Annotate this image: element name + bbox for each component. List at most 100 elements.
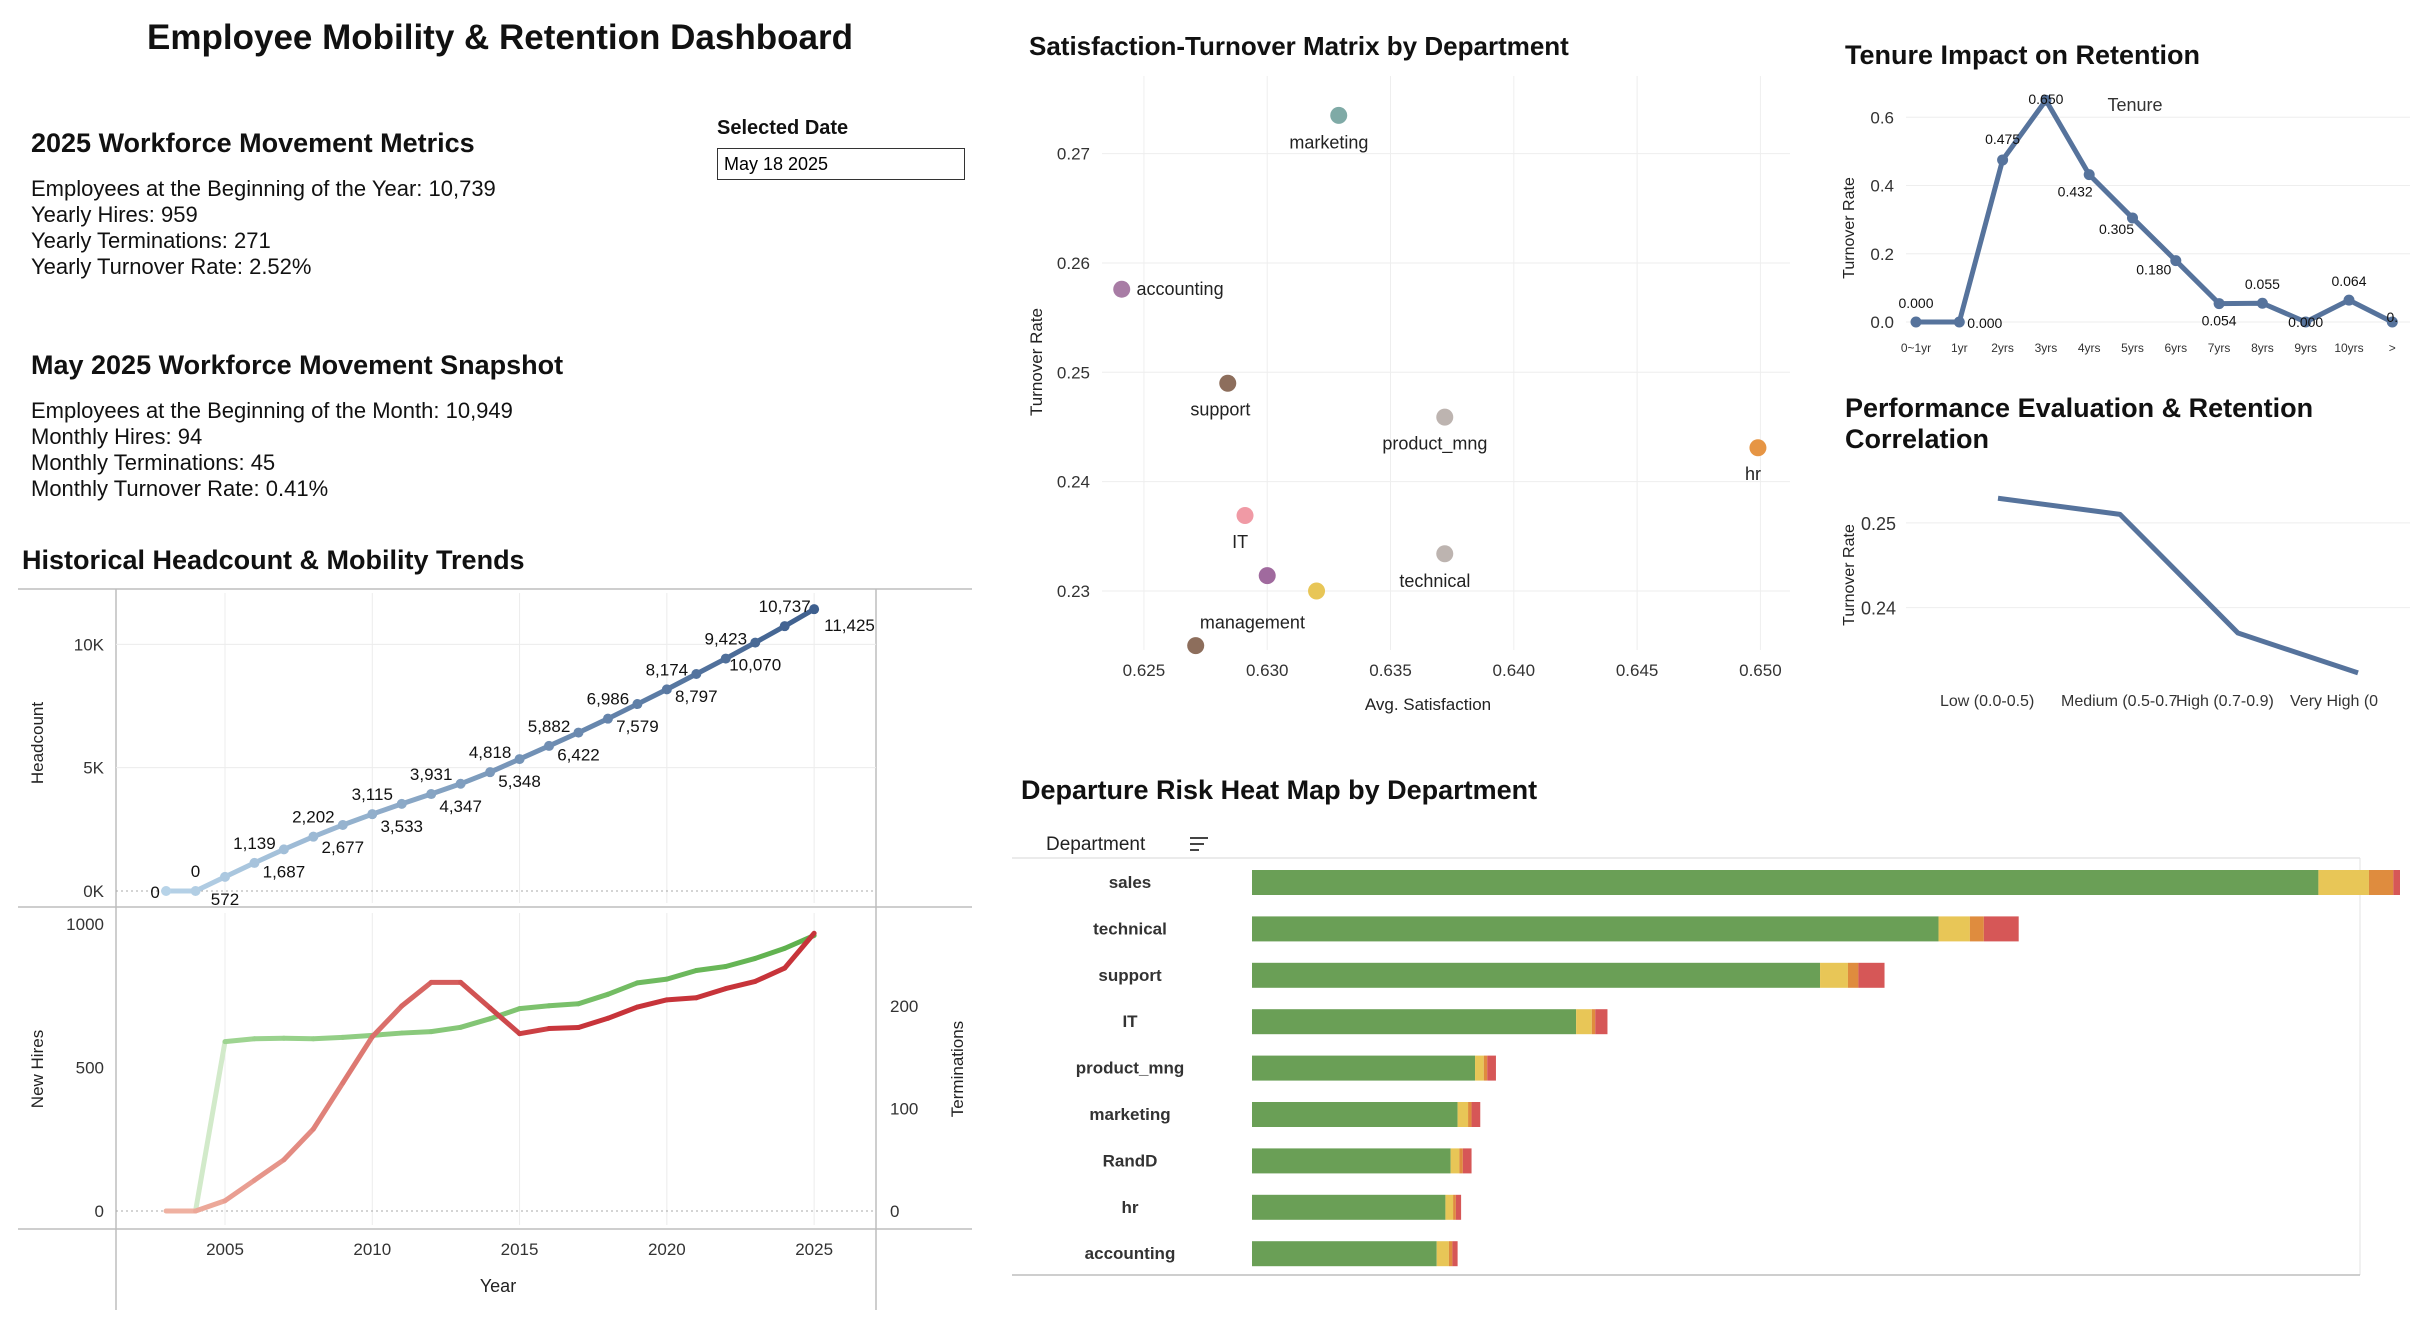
tenure-data-label: 0.000: [2288, 314, 2323, 330]
tenure-point: [2083, 169, 2095, 181]
headcount-point: [691, 669, 702, 680]
headcount-data-label: 1,687: [263, 862, 306, 881]
risk-bar-low: [1252, 1241, 1437, 1267]
headcount-line-segment: [634, 686, 670, 707]
risk-bar-very-high: [1462, 1148, 1472, 1174]
year-x-label: Year: [480, 1276, 516, 1296]
terminations-line-segment: [487, 1005, 523, 1037]
headcount-data-label: 3,931: [410, 765, 453, 784]
risk-bar-low: [1252, 1194, 1446, 1220]
scatter-point-label: technical: [1399, 571, 1470, 591]
headcount-data-label: 2,677: [322, 838, 365, 857]
hires-line-segment: [193, 1039, 228, 1214]
risk-bar-low: [1252, 1102, 1458, 1127]
scatter-point-IT: [1236, 507, 1254, 525]
headcount-line-segment: [517, 743, 552, 762]
terminations-y-tick: 200: [890, 997, 918, 1016]
terminations-line-segment: [693, 986, 729, 1001]
monthly-start-employees: Employees at the Beginning of the Month:…: [31, 398, 513, 423]
performance-x-tick: Medium (0.5-0.7: [2061, 693, 2178, 710]
risk-bar-high: [1459, 1148, 1463, 1174]
scatter-chart-title: Satisfaction-Turnover Matrix by Departme…: [1029, 31, 1569, 61]
terminations-y-label: Terminations: [948, 1021, 967, 1117]
headcount-data-label: 6,986: [587, 690, 630, 709]
hires-line-segment: [575, 991, 611, 1007]
tenure-x-tick: 9yrs: [2294, 341, 2317, 355]
headcount-line-segment: [310, 822, 346, 840]
risk-dept-label: IT: [1122, 1012, 1138, 1031]
risk-bar-very-high: [1455, 1194, 1462, 1220]
year-x-tick: 2020: [648, 1240, 686, 1259]
risk-chart-title: Departure Risk Heat Map by Department: [1021, 775, 1538, 805]
scatter-point-product_mng: [1436, 408, 1454, 426]
headcount-point: [573, 727, 584, 738]
headcount-y-label: Headcount: [28, 702, 47, 785]
monthly-turnover-rate: Monthly Turnover Rate: 0.41%: [31, 476, 329, 501]
headcount-line-segment: [281, 834, 316, 852]
hires-line-segment: [487, 1006, 523, 1022]
tenure-x-tick: 7yrs: [2208, 341, 2231, 355]
headcount-y-tick: 0K: [83, 882, 104, 901]
yearly-terminations: Yearly Terminations: 271: [31, 228, 271, 253]
risk-bar-low: [1252, 1009, 1577, 1035]
headcount-point: [308, 831, 319, 842]
risk-dept-label: hr: [1122, 1198, 1139, 1217]
performance-x-tick: Very High (0: [2290, 693, 2378, 710]
scatter-x-tick: 0.645: [1616, 661, 1659, 680]
risk-bar-high: [1468, 1102, 1472, 1127]
headcount-point: [632, 699, 643, 710]
headcount-point: [337, 819, 348, 830]
hires-line-segment: [458, 1016, 493, 1030]
headcount-data-label: 5,882: [528, 717, 571, 736]
scatter-point-label: hr: [1745, 464, 1761, 484]
scatter-y-label: Turnover Rate: [1027, 308, 1046, 416]
tenure-line: [1916, 97, 2394, 325]
monthly-snapshot-title: May 2025 Workforce Movement Snapshot: [31, 350, 563, 381]
tenure-data-label: 0.000: [1967, 315, 2002, 331]
scatter-point-label: support: [1190, 399, 1250, 419]
headcount-point: [396, 798, 407, 809]
headcount-line-segment: [487, 756, 523, 775]
headcount-point: [514, 754, 525, 765]
risk-bar-low: [1252, 962, 1821, 988]
headcount-point: [219, 871, 230, 882]
risk-bar-medium: [1450, 1148, 1460, 1174]
tenure-data-label: 0.305: [2099, 221, 2134, 237]
date-picker-label: Selected Date: [717, 117, 849, 139]
headcount-data-label: 10,737: [759, 597, 811, 616]
terminations-line-segment: [193, 1198, 228, 1214]
headcount-data-label: 11,425: [824, 616, 875, 635]
risk-bar-low: [1252, 870, 2319, 895]
headcount-line-segment: [222, 860, 257, 880]
terminations-line-segment: [782, 930, 817, 971]
hires-line-segment: [723, 955, 758, 969]
tenure-x-tick: 8yrs: [2251, 341, 2274, 355]
scatter-point-label: marketing: [1289, 133, 1368, 153]
tenure-point: [2343, 294, 2355, 306]
hires-line-segment: [752, 945, 788, 961]
date-picker-input[interactable]: [717, 148, 965, 180]
headcount-point: [249, 857, 260, 868]
tenure-data-label: 0.054: [2202, 313, 2237, 329]
risk-bar-high: [1483, 1055, 1488, 1081]
headcount-data-label: 8,174: [646, 660, 689, 679]
headcount-line-segment: [251, 846, 287, 866]
risk-dept-label: sales: [1109, 873, 1152, 892]
headcount-line-segment: [664, 671, 699, 692]
tenure-data-label: 0.000: [1898, 295, 1933, 311]
risk-dept-label: RandD: [1103, 1151, 1158, 1170]
headcount-point: [367, 809, 378, 820]
terminations-line-segment: [634, 997, 670, 1010]
tenure-data-label: 0.475: [1985, 131, 2020, 147]
terminations-line-segment: [664, 995, 699, 1003]
headcount-line-segment: [340, 811, 375, 828]
yearly-turnover-rate: Yearly Turnover Rate: 2.52%: [31, 254, 312, 279]
risk-bar-high: [1591, 1009, 1596, 1035]
risk-bar-low: [1252, 1148, 1451, 1174]
terminations-line-segment: [310, 1080, 346, 1132]
tenure-x-tick: 2yrs: [1991, 341, 2014, 355]
hires-y-label: New Hires: [28, 1030, 47, 1108]
headcount-line-segment: [605, 701, 640, 722]
terminations-line-segment: [752, 965, 788, 984]
hires-line-segment: [251, 1035, 287, 1042]
